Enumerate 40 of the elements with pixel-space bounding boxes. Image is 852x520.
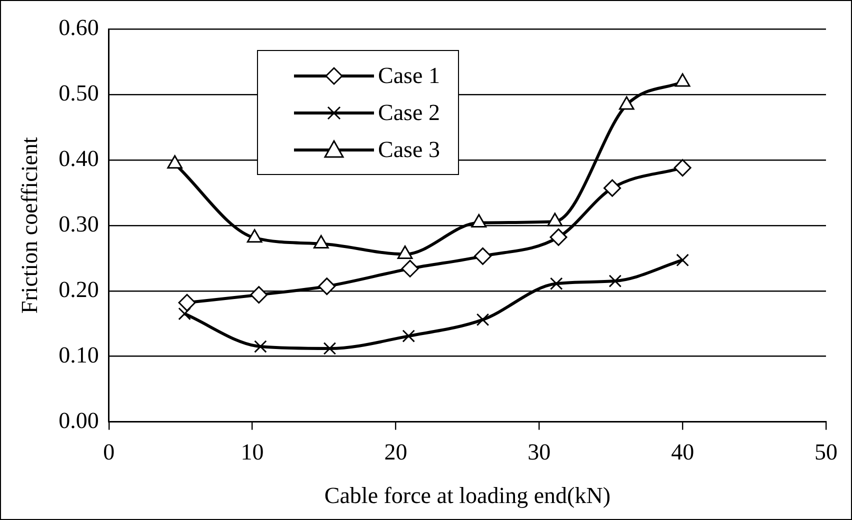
point — [178, 294, 196, 312]
legend-label: Case 1 — [378, 62, 440, 90]
legend-label: Case 2 — [378, 99, 440, 127]
x-tick-label: 30 — [528, 440, 551, 465]
point — [402, 330, 416, 342]
point — [547, 212, 563, 226]
x-tick-label: 20 — [384, 440, 408, 465]
point — [618, 96, 634, 110]
y-tick-label: 0.20 — [58, 276, 99, 302]
point — [474, 247, 492, 265]
y-tick-label: 0.50 — [58, 80, 99, 106]
point — [550, 228, 568, 246]
x-axis-title: Cable force at loading end(kN) — [324, 483, 610, 508]
point — [178, 307, 191, 320]
point — [167, 155, 183, 169]
point — [676, 254, 689, 267]
point — [608, 274, 622, 288]
point — [318, 278, 336, 296]
point — [471, 214, 487, 228]
point — [254, 340, 267, 353]
point — [476, 313, 490, 326]
x-tick-label: 40 — [671, 440, 694, 465]
point — [250, 286, 268, 304]
point — [674, 73, 690, 87]
legend-label: Case 3 — [378, 136, 440, 164]
point — [246, 229, 262, 243]
point — [401, 260, 419, 278]
point — [323, 342, 336, 355]
point — [550, 277, 563, 290]
x-tick-label: 50 — [814, 440, 838, 465]
point — [604, 179, 622, 197]
y-tick-label: 0.00 — [58, 408, 99, 433]
y-tick-label: 0.10 — [58, 342, 99, 368]
y-axis-title: Friction coefficient — [16, 136, 42, 314]
y-tick-label: 0.40 — [58, 146, 99, 171]
y-tick-label: 0.30 — [58, 211, 99, 236]
x-tick-label: 0 — [103, 440, 115, 465]
x-tick-label: 10 — [240, 440, 264, 465]
point — [674, 159, 692, 177]
y-tick-label: 0.60 — [58, 15, 99, 40]
